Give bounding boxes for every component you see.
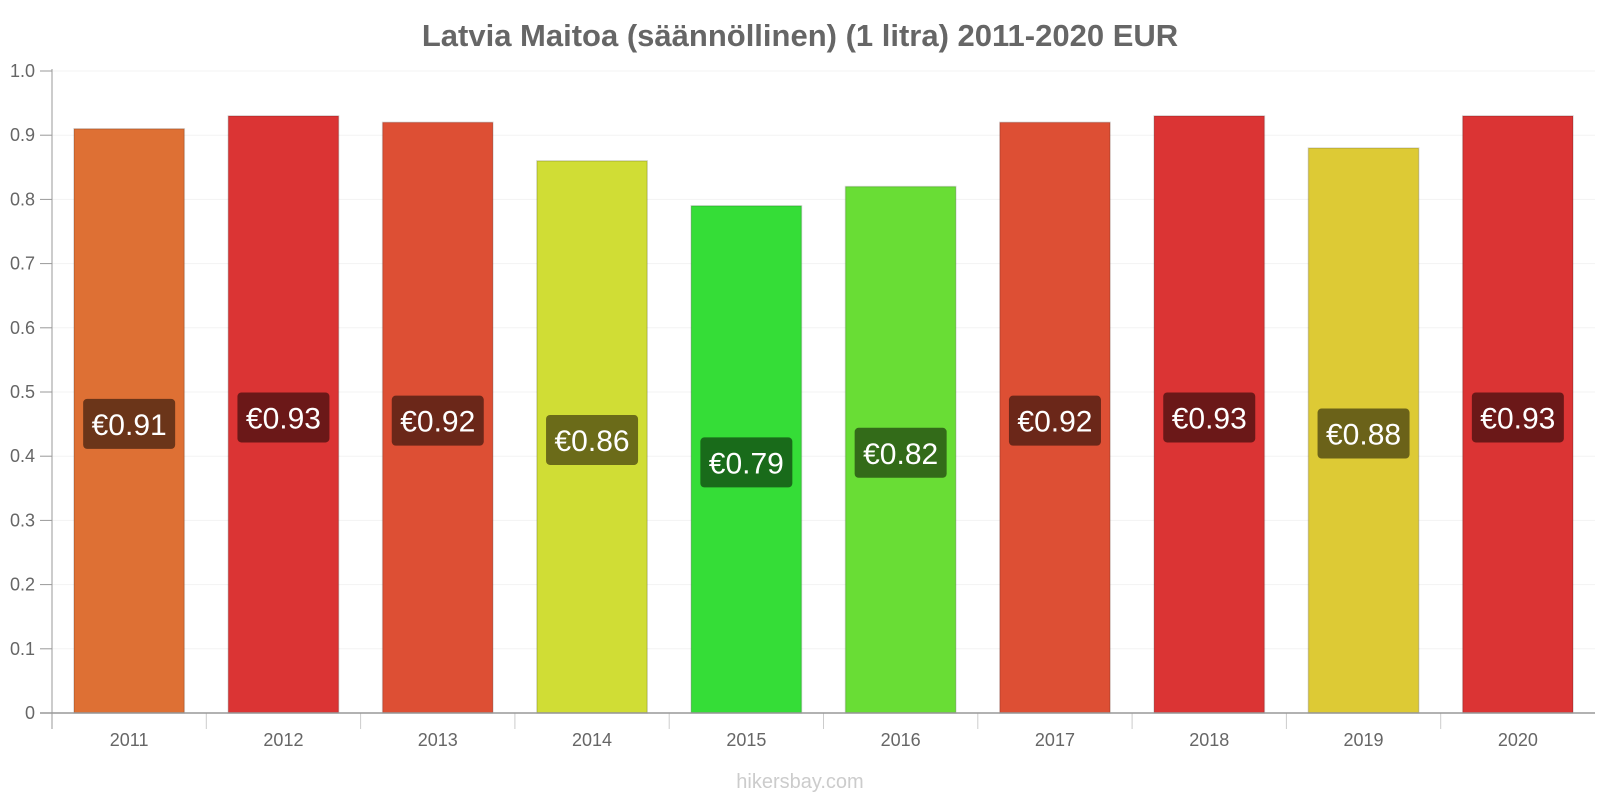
x-tick-label: 2019 [1344, 730, 1384, 750]
y-tick-label: 0.7 [10, 254, 35, 274]
y-tick-label: 0.3 [10, 510, 35, 530]
value-label: €0.93 [246, 402, 321, 435]
value-label-bg [237, 392, 330, 443]
value-label: €0.91 [92, 409, 167, 442]
x-tick-label: 2014 [572, 730, 612, 750]
value-label: €0.92 [400, 406, 475, 439]
y-axis-ticks: 0 0.1 0.2 0.3 0.4 0.5 0.6 0.7 0.8 0.9 1.0 [10, 61, 52, 723]
value-label-bg [1163, 392, 1256, 443]
x-axis-ticks: 2011 2012 2013 2014 2015 2016 2017 2018 2019 2020 [51, 713, 1538, 750]
y-tick-label: 0.5 [10, 382, 35, 402]
y-tick-label: 0.9 [10, 125, 35, 145]
value-label-bg [1008, 395, 1101, 446]
value-label: €0.88 [1326, 419, 1401, 452]
y-tick-label: 0.4 [10, 446, 35, 466]
y-tick-label: 0.8 [10, 189, 35, 209]
x-tick-label: 2017 [1035, 730, 1075, 750]
x-tick-label: 2015 [726, 730, 766, 750]
value-label-bg [546, 414, 639, 465]
axes [40, 69, 1595, 729]
value-label-bg [1317, 408, 1410, 459]
y-tick-label: 0 [25, 703, 35, 723]
x-tick-label: 2016 [881, 730, 921, 750]
y-tick-label: 1.0 [10, 61, 35, 81]
value-label: €0.93 [1172, 402, 1247, 435]
x-tick-label: 2012 [263, 730, 303, 750]
y-tick-label: 0.2 [10, 575, 35, 595]
y-tick-label: 0.6 [10, 318, 35, 338]
x-tick-label: 2018 [1189, 730, 1229, 750]
y-tick-label: 0.1 [10, 639, 35, 659]
x-tick-label: 2011 [110, 730, 149, 750]
value-label: €0.79 [709, 447, 784, 480]
watermark: hikersbay.com [736, 771, 863, 793]
x-tick-label: 2020 [1498, 730, 1538, 750]
bars: €0.91 €0.93 €0.92 €0.86 €0.79 €0.82 €0.92 €0.93… [73, 115, 1574, 714]
chart-title: Latvia Maitoa (säännöllinen) (1 litra) 2… [422, 18, 1178, 53]
value-label-bg [1471, 392, 1564, 443]
value-label-bg [700, 437, 793, 488]
value-label-bg [83, 398, 176, 449]
value-label-bg [391, 395, 484, 446]
value-label: €0.86 [555, 425, 630, 458]
x-tick-label: 2013 [418, 730, 458, 750]
value-label-bg [854, 427, 947, 478]
value-label: €0.82 [863, 438, 938, 471]
value-label: €0.93 [1480, 402, 1555, 435]
value-label: €0.92 [1017, 406, 1092, 439]
